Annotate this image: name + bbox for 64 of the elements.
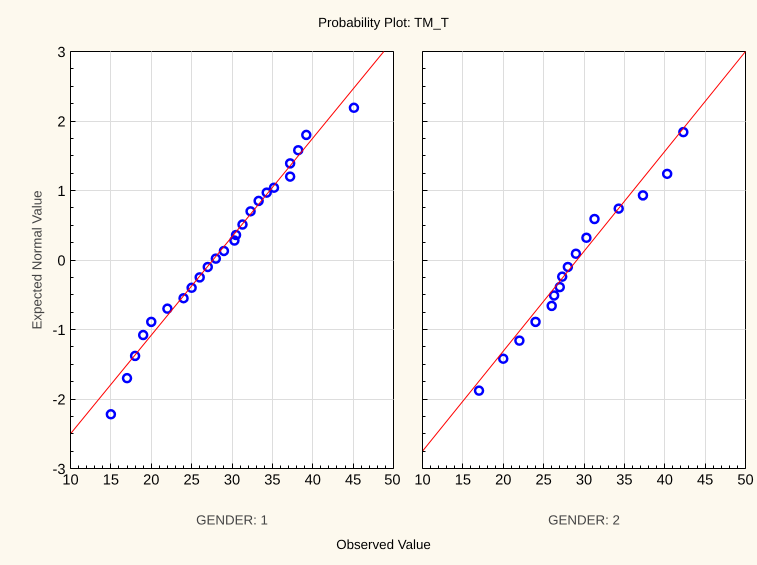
x-tick-label: 15 <box>102 472 120 488</box>
point <box>162 303 173 314</box>
y-axis-title: Expected Normal Value <box>29 190 44 330</box>
x-tick-label: 30 <box>576 472 592 488</box>
point <box>229 235 240 246</box>
point <box>301 130 312 140</box>
y-tick-label: 0 <box>57 254 66 270</box>
point <box>230 230 242 240</box>
point <box>589 214 600 224</box>
x-tick-label: 35 <box>264 472 281 488</box>
x-tick-label: 25 <box>183 472 200 488</box>
x-tick-label: 50 <box>737 472 754 488</box>
x-axis-title: GENDER: 2 <box>548 512 620 528</box>
point <box>146 316 156 328</box>
y-tick-label: 1 <box>57 184 66 200</box>
x-tick-label: 45 <box>344 472 362 488</box>
point <box>613 203 624 214</box>
point <box>581 232 592 243</box>
chart-title: Probability Plot: TM_T <box>318 14 449 32</box>
y-tick-label: 3 <box>57 45 66 61</box>
x-tick-label: 30 <box>224 472 240 488</box>
point <box>268 182 280 193</box>
point <box>348 102 360 114</box>
x-tick-label: 10 <box>414 472 431 488</box>
point <box>546 300 557 312</box>
point <box>237 219 248 230</box>
x-tick-label: 25 <box>535 472 552 488</box>
x-tick-label: 15 <box>454 472 472 488</box>
y-tick-label: -1 <box>52 323 66 339</box>
point <box>514 335 525 346</box>
point <box>556 271 568 282</box>
point <box>138 330 148 340</box>
x-tick-label: 20 <box>495 472 512 488</box>
point <box>570 248 582 259</box>
x-axis-title: GENDER: 1 <box>196 512 268 528</box>
point <box>130 350 140 362</box>
point <box>284 158 296 169</box>
point <box>194 272 205 283</box>
point <box>530 316 541 328</box>
point <box>186 282 197 294</box>
text: Observed Value <box>336 536 431 554</box>
point <box>106 409 116 420</box>
point <box>678 126 689 138</box>
x-tick-label: 50 <box>384 472 401 488</box>
point <box>210 253 222 264</box>
y-tick-label: -2 <box>52 392 66 408</box>
point <box>178 292 189 304</box>
point <box>245 206 256 217</box>
point <box>498 353 508 364</box>
x-tick-label: 35 <box>616 472 633 488</box>
x-tick-label: 10 <box>62 472 79 488</box>
x-tick-label: 45 <box>696 472 714 488</box>
x-tick-label: 40 <box>304 472 321 488</box>
point <box>662 168 672 180</box>
point <box>253 196 264 206</box>
point <box>122 372 132 384</box>
x-tick-label: 20 <box>143 472 160 488</box>
point <box>284 171 296 182</box>
y-tick-label: 2 <box>57 114 66 130</box>
point <box>548 290 560 301</box>
point <box>638 190 648 201</box>
x-tick-label: 40 <box>656 472 673 488</box>
point <box>202 262 214 272</box>
point <box>474 385 484 396</box>
